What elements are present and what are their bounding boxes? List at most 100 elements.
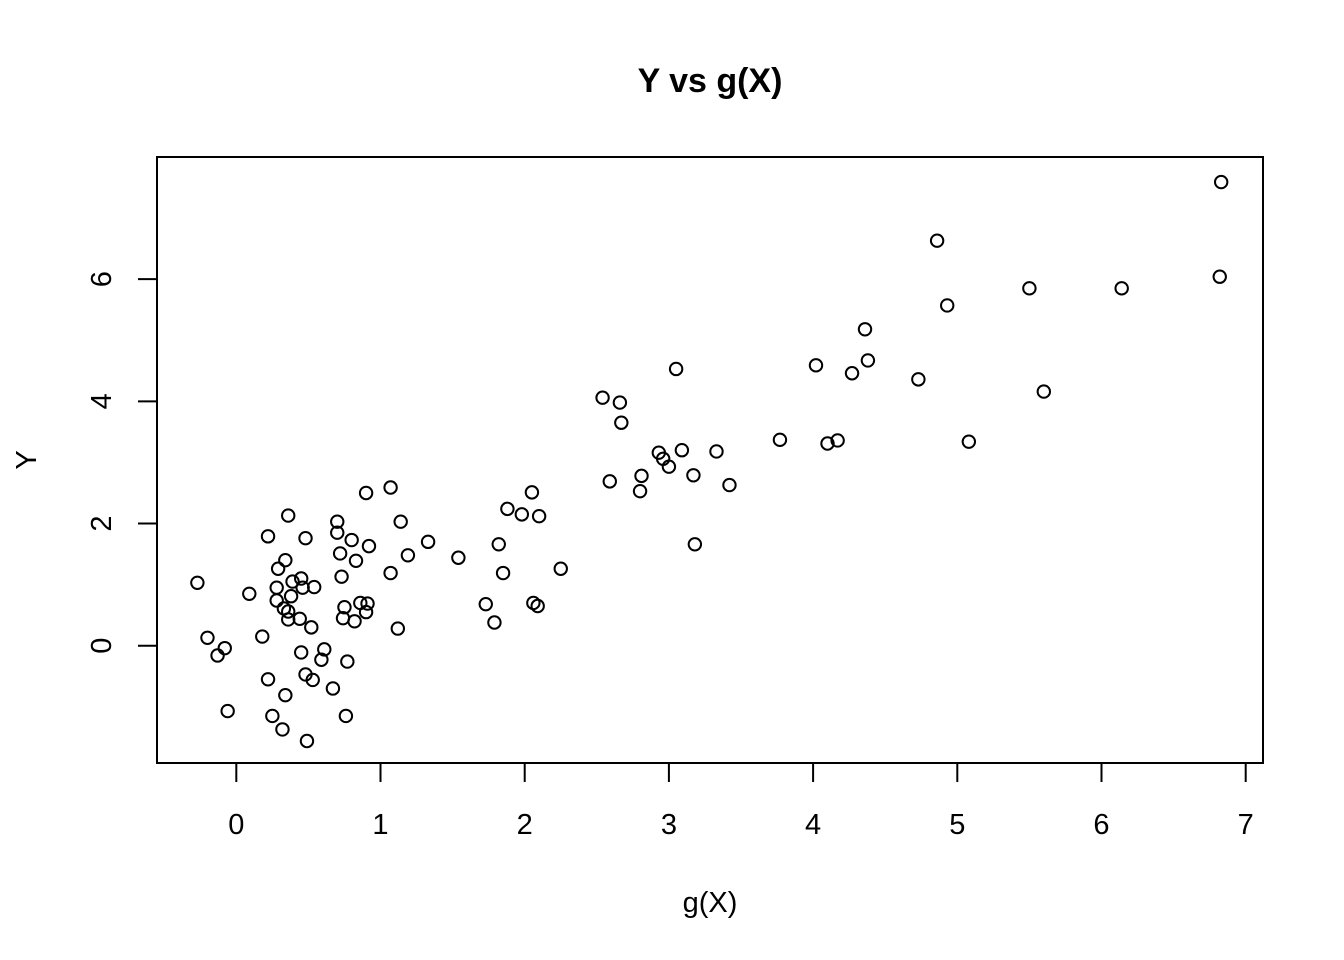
data-point: [334, 569, 349, 584]
data-point: [1036, 384, 1052, 399]
data-point: [1212, 269, 1227, 284]
data-point: [553, 561, 568, 576]
data-point: [298, 530, 313, 546]
data-point: [524, 485, 540, 500]
data-point: [347, 614, 362, 629]
chart-title: Y vs g(X): [638, 62, 783, 100]
data-points: [190, 174, 1229, 749]
data-point: [358, 485, 374, 501]
data-point: [330, 525, 345, 540]
data-point: [860, 353, 876, 368]
data-point: [420, 534, 436, 550]
data-point: [686, 468, 701, 483]
data-point: [278, 552, 293, 568]
data-point: [260, 529, 276, 544]
data-point: [332, 546, 348, 561]
y-tick-label: 0: [86, 638, 118, 654]
data-point: [338, 708, 354, 724]
data-point: [820, 436, 835, 451]
data-point: [531, 509, 547, 524]
y-tick-label: 6: [86, 271, 118, 287]
data-point: [487, 615, 502, 630]
data-point: [383, 565, 398, 581]
data-point: [275, 722, 290, 737]
data-point: [911, 372, 926, 387]
data-point: [217, 640, 232, 656]
data-point: [304, 620, 319, 635]
data-point: [687, 537, 703, 552]
data-point: [269, 593, 284, 608]
x-axis-label: g(X): [683, 887, 738, 919]
x-tick-label: 0: [228, 809, 244, 841]
data-point: [634, 468, 649, 484]
data-point: [393, 514, 408, 529]
data-point: [500, 501, 515, 517]
data-point: [358, 604, 374, 620]
data-point: [306, 579, 322, 595]
data-point: [940, 298, 955, 313]
data-point: [595, 390, 610, 405]
data-point: [330, 514, 345, 529]
data-point: [491, 537, 506, 552]
data-point: [361, 538, 377, 554]
data-point: [360, 596, 375, 611]
data-point: [390, 621, 406, 636]
data-point: [200, 630, 215, 645]
data-point: [260, 672, 276, 687]
data-point: [305, 672, 320, 688]
data-point: [293, 645, 309, 660]
data-point: [220, 703, 235, 719]
data-point: [299, 733, 315, 749]
data-point: [830, 433, 845, 448]
data-point: [278, 687, 293, 703]
x-tick-label: 5: [949, 809, 965, 841]
data-point: [857, 322, 873, 337]
data-point: [340, 654, 355, 669]
data-point: [612, 395, 628, 410]
x-tick-label: 1: [372, 809, 388, 841]
data-point: [314, 652, 329, 667]
data-point: [674, 443, 690, 458]
data-point: [383, 480, 398, 495]
y-axis-label: Y: [11, 450, 43, 469]
data-point: [668, 361, 684, 377]
data-point: [348, 553, 364, 568]
data-point: [281, 508, 296, 523]
data-point: [281, 604, 296, 619]
y-tick-label: 4: [86, 393, 118, 409]
data-point: [285, 574, 300, 589]
data-point: [337, 600, 352, 615]
data-point: [292, 611, 307, 627]
data-point: [1114, 281, 1129, 296]
data-point: [722, 477, 737, 493]
data-point: [1213, 174, 1229, 190]
data-point: [190, 575, 205, 590]
data-point: [451, 550, 466, 565]
data-point: [661, 459, 677, 474]
data-point: [283, 589, 299, 604]
data-point: [961, 434, 977, 449]
data-point: [317, 642, 332, 657]
data-point: [1022, 281, 1037, 296]
data-point: [344, 532, 359, 548]
x-tick-label: 4: [805, 809, 821, 841]
x-tick-label: 3: [661, 809, 677, 841]
data-point: [242, 586, 257, 601]
data-point: [325, 681, 341, 696]
data-point: [400, 548, 416, 563]
data-point: [530, 598, 545, 614]
data-point: [614, 415, 629, 430]
data-point: [632, 483, 648, 499]
data-point: [929, 233, 945, 248]
data-point: [293, 571, 309, 586]
data-point: [514, 507, 530, 522]
y-tick-label: 2: [86, 515, 118, 531]
data-point: [602, 474, 617, 489]
data-point: [255, 629, 270, 644]
data-point: [844, 366, 860, 381]
x-axis: 0 1 2 3 4 5 6 7: [228, 762, 1254, 841]
data-point: [709, 444, 724, 459]
data-point: [270, 561, 286, 576]
